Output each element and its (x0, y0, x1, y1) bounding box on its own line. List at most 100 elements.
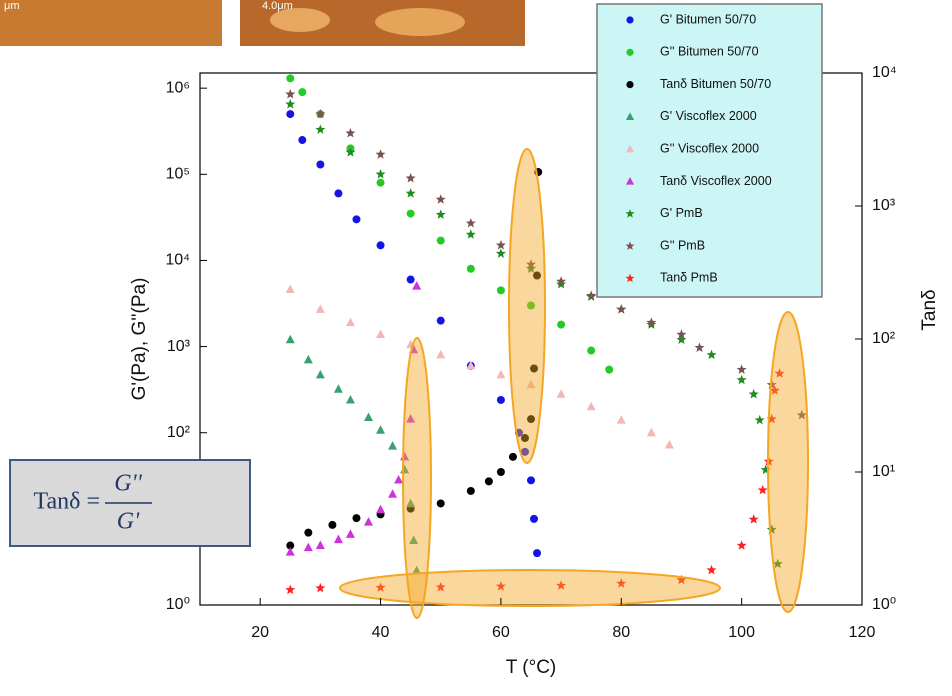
y-tick-label: 10⁴ (165, 252, 190, 269)
marker (377, 179, 385, 187)
marker (376, 505, 385, 514)
x-tick-label: 60 (492, 624, 510, 641)
marker (695, 342, 705, 351)
marker (406, 188, 416, 197)
legend-label: Tanδ Bitumen 50/70 (660, 77, 771, 91)
marker (647, 428, 656, 437)
marker (466, 218, 476, 227)
marker (407, 276, 415, 284)
formula-lhs: Tanδ = (34, 489, 100, 515)
marker (352, 215, 360, 223)
marker (497, 286, 505, 294)
x-tick-label: 20 (251, 624, 269, 641)
marker (377, 241, 385, 249)
marker (388, 489, 397, 498)
marker (286, 547, 295, 556)
marker (436, 194, 446, 203)
marker (437, 317, 445, 325)
x-tick-label: 40 (372, 624, 390, 641)
y2-tick-label: 10⁴ (872, 64, 897, 81)
legend-label: Tanδ Viscoflex 2000 (660, 174, 772, 188)
x-axis-label: T (°C) (506, 657, 557, 678)
marker (707, 350, 717, 359)
legend-label: G' Viscoflex 2000 (660, 109, 757, 123)
legend-label: G'' PmB (660, 238, 705, 252)
marker (467, 487, 475, 495)
y-tick-label: 10⁶ (166, 79, 190, 96)
marker (376, 425, 385, 434)
marker (316, 370, 325, 379)
page: {"insets": [{"scale_label": "μm"}, {"sca… (0, 0, 952, 696)
y-tick-label: 10⁵ (166, 166, 190, 183)
marker (436, 209, 446, 218)
marker (286, 74, 294, 82)
legend-label: G'' Viscoflex 2000 (660, 141, 759, 155)
y-axis-label: G'(Pa), G''(Pa) (129, 278, 150, 401)
y-tick-label: 10⁰ (166, 596, 190, 613)
marker (749, 514, 759, 523)
afm-feature (375, 8, 465, 36)
x-tick-label: 100 (728, 624, 755, 641)
legend-label: Tanδ PmB (660, 271, 718, 285)
marker (304, 529, 312, 537)
marker (328, 521, 336, 529)
marker (626, 81, 633, 88)
marker (467, 265, 475, 273)
marker (315, 583, 325, 592)
marker (626, 16, 633, 23)
marker (407, 210, 415, 218)
marker (352, 514, 360, 522)
marker (285, 89, 295, 98)
marker (304, 355, 313, 364)
marker (285, 585, 295, 594)
marker (406, 173, 416, 182)
afm-image (0, 0, 222, 46)
marker (527, 476, 535, 484)
y2-axis-label: Tanδ (919, 289, 940, 330)
highlight (768, 312, 808, 612)
marker (497, 468, 505, 476)
y2-tick-label: 10⁰ (872, 596, 896, 613)
marker (286, 284, 295, 293)
marker (557, 321, 565, 329)
marker (466, 229, 476, 238)
y2-tick-label: 10² (872, 330, 896, 347)
marker (707, 565, 717, 574)
marker (605, 366, 613, 374)
y2-tick-label: 10³ (872, 197, 896, 214)
marker (737, 364, 747, 373)
marker (616, 304, 626, 313)
y-tick-label: 10³ (167, 338, 191, 355)
marker (412, 281, 421, 290)
marker (497, 396, 505, 404)
marker (437, 237, 445, 245)
marker (749, 389, 759, 398)
marker (364, 413, 373, 422)
marker (485, 477, 493, 485)
marker (315, 124, 325, 133)
marker (737, 540, 747, 549)
y-tick-label: 10² (167, 424, 191, 441)
marker (509, 453, 517, 461)
marker (533, 549, 541, 557)
highlight (509, 149, 545, 463)
marker (394, 475, 403, 484)
marker (334, 535, 343, 544)
x-tick-label: 80 (612, 624, 630, 641)
marker (530, 515, 538, 523)
marker (388, 441, 397, 450)
marker (758, 485, 768, 494)
marker (304, 543, 313, 552)
marker (557, 389, 566, 398)
marker (334, 384, 343, 393)
formula-numerator: G'' (114, 471, 142, 497)
marker (496, 240, 506, 249)
marker (285, 99, 295, 108)
marker (737, 375, 747, 384)
marker (298, 136, 306, 144)
marker (334, 189, 342, 197)
marker (346, 529, 355, 538)
formula-denominator: G' (117, 509, 140, 535)
marker (587, 347, 595, 355)
marker (298, 88, 306, 96)
